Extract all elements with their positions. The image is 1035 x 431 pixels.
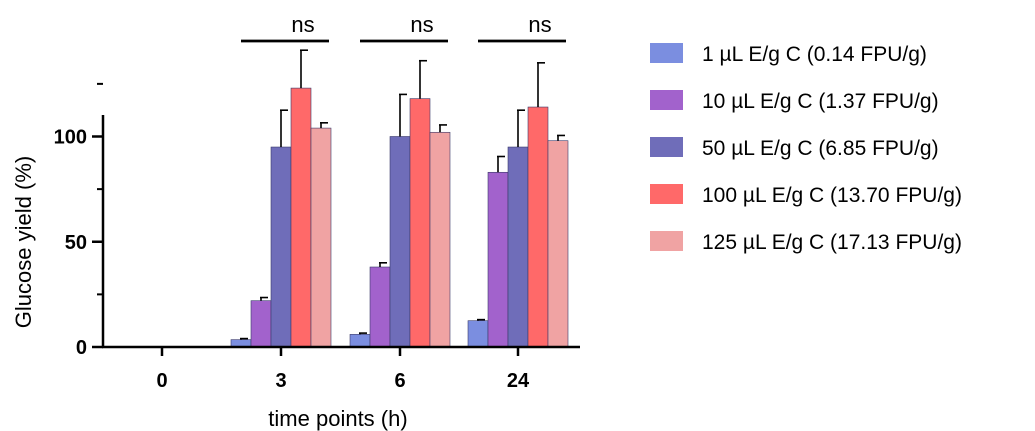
legend-swatch-2: [650, 90, 683, 110]
bar-6h-series-5: [429, 131, 451, 348]
x-tick-label: 0: [156, 370, 167, 392]
legend: 1 µL E/g C (0.14 FPU/g) 10 µL E/g C (1.37…: [650, 43, 962, 254]
bar-3h-series-5: [310, 127, 332, 348]
bar-6h-series-4: [409, 98, 431, 348]
y-tick-label: 50: [65, 232, 87, 254]
axes-layer: 0 50 100 0 3 6 24: [54, 82, 580, 392]
legend-swatch-1: [650, 43, 683, 63]
significance-label: ns: [410, 12, 433, 37]
bar-24h-series-1: [467, 320, 489, 348]
significance-label: ns: [528, 12, 551, 37]
y-tick-label: 0: [76, 337, 87, 359]
legend-swatch-3: [650, 137, 683, 157]
x-axis-label: time points (h): [268, 406, 407, 431]
bar-3h-series-2: [250, 300, 272, 348]
bars-layer: [230, 49, 569, 348]
legend-label-2: 10 µL E/g C (1.37 FPU/g): [702, 90, 939, 113]
bar-6h-series-1: [349, 334, 371, 348]
bar-3h-series-4: [290, 87, 312, 348]
legend-label-1: 1 µL E/g C (0.14 FPU/g): [702, 43, 927, 66]
bar-24h-series-2: [487, 171, 509, 348]
legend-swatch-5: [650, 231, 683, 251]
bar-6h-series-2: [369, 266, 391, 348]
bar-24h-series-3: [507, 146, 529, 348]
legend-label-5: 125 µL E/g C (17.13 FPU/g): [702, 231, 962, 254]
significance-label: ns: [291, 12, 314, 37]
significance-layer: ns ns ns: [241, 12, 566, 43]
x-tick-label: 6: [394, 370, 405, 392]
y-axis-label: Glucose yield (%): [11, 156, 36, 328]
legend-label-4: 100 µL E/g C (13.70 FPU/g): [702, 184, 962, 207]
x-tick-label: 3: [275, 370, 286, 392]
legend-label-3: 50 µL E/g C (6.85 FPU/g): [702, 137, 939, 160]
bar-24h-series-4: [527, 106, 549, 348]
y-tick-label: 100: [54, 127, 87, 149]
bar-6h-series-3: [389, 136, 411, 348]
x-tick-label: 24: [507, 370, 530, 392]
bar-3h-series-3: [270, 146, 292, 348]
legend-swatch-4: [650, 184, 683, 204]
bar-24h-series-5: [547, 140, 569, 348]
